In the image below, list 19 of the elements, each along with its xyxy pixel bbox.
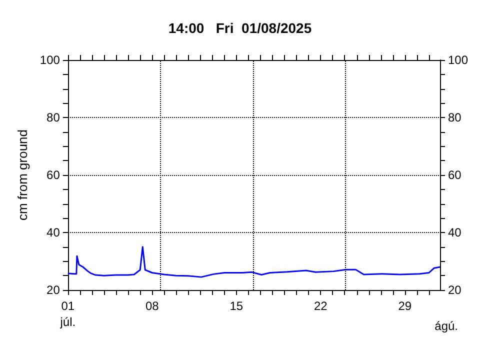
y-tick-label: 80 [46,110,60,124]
x-tick-label: 01 júl. [59,299,76,329]
y-tick-label: 100 [40,53,60,67]
text: ágú. [434,319,458,333]
y2-tick-label: 100 [448,53,468,67]
y-tick-label: 60 [46,168,60,182]
y2-tick-label: 80 [448,110,462,124]
y-axis-title: cm from ground [15,129,30,221]
y-tick-label: 40 [46,226,60,240]
line-series [67,246,441,278]
y2-tick-label: 20 [448,283,462,297]
x-tick-label: 22 [314,299,328,313]
y2-tick-label: 60 [448,168,462,182]
x-tick-label: 29 [398,299,412,313]
y2-tick-label: 40 [448,226,462,240]
x-tick-label: 08 [145,299,160,313]
x-tick-label: 15 [230,299,244,313]
chart-title: 14:00 Fri 01/08/2025 [168,20,312,36]
y-tick-label: 20 [46,283,60,297]
